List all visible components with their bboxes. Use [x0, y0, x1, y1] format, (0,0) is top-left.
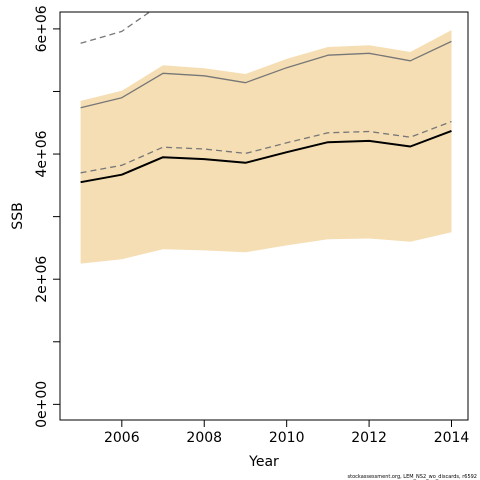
series-line-2	[80, 120, 452, 174]
x-tick-label: 2006	[104, 430, 140, 446]
y-tick-label: 2e+06	[34, 256, 50, 303]
x-tick-label: 2010	[269, 430, 305, 446]
footnote: stockassessment.org, LEM_NS2_wo_discards…	[348, 474, 477, 480]
y-tick-label: 6e+06	[34, 5, 50, 52]
x-axis-label: Year	[248, 454, 279, 470]
y-axis: 0e+00 2e+06 4e+06 6e+06	[34, 5, 60, 428]
x-axis: 2006 2008 2010 2012 2014	[104, 420, 469, 446]
series-line-1	[80, 129, 452, 184]
confidence-band	[80, 30, 452, 264]
series-line-4	[80, 12, 151, 44]
y-tick-label: 4e+06	[34, 130, 50, 177]
y-tick-label: 0e+00	[34, 381, 50, 428]
plot-layer	[80, 12, 452, 264]
x-tick-label: 2014	[434, 430, 470, 446]
x-tick-label: 2008	[186, 430, 222, 446]
y-axis-label: SSB	[10, 202, 26, 229]
series-line-3	[80, 40, 452, 109]
x-tick-label: 2012	[351, 430, 387, 446]
plot-frame	[59, 11, 469, 421]
